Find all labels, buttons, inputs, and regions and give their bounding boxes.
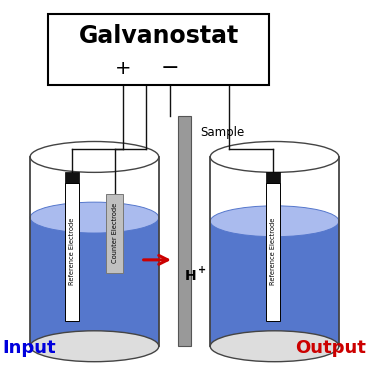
Ellipse shape <box>30 331 159 362</box>
Ellipse shape <box>30 202 159 233</box>
Bar <box>106 194 124 273</box>
Text: H: H <box>185 269 197 283</box>
Text: Galvanostat: Galvanostat <box>79 24 239 48</box>
Text: Reference Electrode: Reference Electrode <box>69 218 75 285</box>
Bar <box>266 183 280 321</box>
Bar <box>65 183 79 321</box>
Polygon shape <box>210 157 339 346</box>
Text: +: + <box>198 265 206 275</box>
Text: Output: Output <box>296 339 366 357</box>
Text: Sample: Sample <box>201 126 245 139</box>
Text: Counter Electrode: Counter Electrode <box>112 203 118 263</box>
Text: −: − <box>161 58 179 78</box>
Bar <box>65 172 79 183</box>
Polygon shape <box>30 218 159 346</box>
Ellipse shape <box>210 331 339 362</box>
Text: Input: Input <box>3 339 56 357</box>
Text: +: + <box>115 59 132 77</box>
Bar <box>177 117 192 346</box>
Bar <box>48 14 269 85</box>
Ellipse shape <box>210 206 339 237</box>
Polygon shape <box>210 221 339 346</box>
Bar <box>266 172 280 183</box>
Text: Reference Electrode: Reference Electrode <box>270 218 276 285</box>
Polygon shape <box>30 157 159 346</box>
